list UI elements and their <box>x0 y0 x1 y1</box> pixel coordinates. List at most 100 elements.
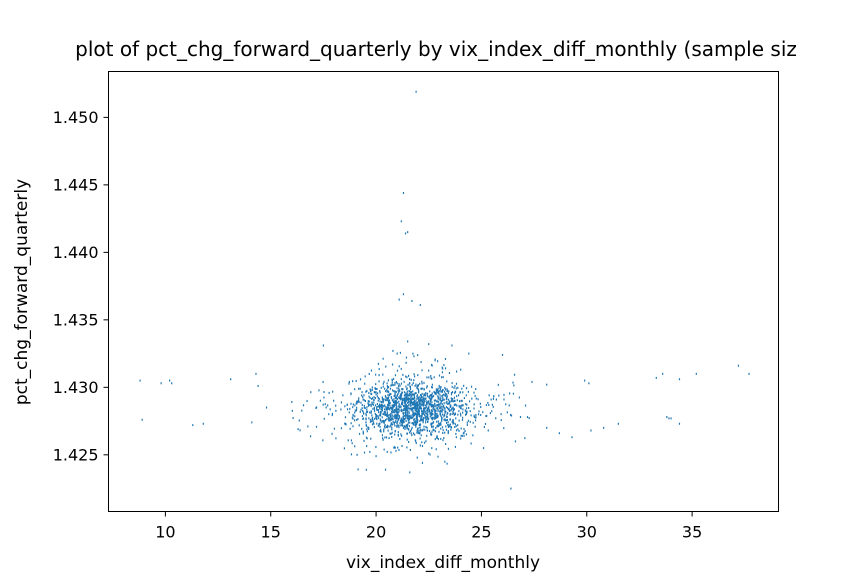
data-point <box>405 403 407 406</box>
data-point <box>421 441 423 444</box>
data-point <box>398 408 400 411</box>
data-point <box>315 425 318 428</box>
data-point <box>385 405 387 408</box>
data-point <box>414 424 417 427</box>
data-point <box>411 383 413 386</box>
data-point <box>418 399 420 402</box>
data-point <box>377 405 379 408</box>
data-point <box>344 416 347 419</box>
data-point <box>546 426 548 429</box>
data-point <box>466 403 468 406</box>
data-point <box>389 393 391 396</box>
data-point <box>431 418 434 421</box>
data-point <box>497 383 499 386</box>
data-point <box>400 409 402 412</box>
data-point <box>344 405 346 408</box>
data-point <box>444 394 446 397</box>
data-point <box>430 396 432 399</box>
data-point <box>462 411 464 414</box>
data-point <box>439 390 441 393</box>
data-point <box>396 382 398 385</box>
data-point <box>447 407 449 410</box>
plot-frame <box>108 71 779 512</box>
data-point <box>403 425 405 428</box>
data-point <box>509 392 511 395</box>
data-point <box>379 406 381 409</box>
data-point <box>302 404 305 407</box>
data-point <box>413 401 415 404</box>
data-point <box>423 394 425 397</box>
data-point <box>436 414 438 417</box>
data-point <box>475 388 477 391</box>
data-point <box>383 428 385 431</box>
data-point <box>340 401 343 404</box>
data-point <box>466 421 468 424</box>
data-point <box>396 369 399 372</box>
data-point <box>411 393 413 396</box>
data-point <box>531 380 533 383</box>
data-point <box>379 405 382 408</box>
data-point <box>406 446 408 449</box>
data-point <box>413 420 415 423</box>
data-point <box>390 423 392 426</box>
data-point <box>426 395 429 398</box>
data-point <box>432 425 434 428</box>
data-point <box>439 413 442 416</box>
data-point <box>323 396 325 399</box>
data-point <box>451 385 453 388</box>
data-point <box>407 400 410 403</box>
data-point <box>399 405 401 408</box>
data-point <box>328 413 330 416</box>
data-point <box>443 418 445 421</box>
data-point <box>470 414 472 417</box>
data-point <box>416 431 418 434</box>
data-point <box>413 412 415 415</box>
data-point <box>413 418 415 421</box>
data-point <box>447 411 449 414</box>
data-point <box>380 386 382 389</box>
data-point <box>393 390 395 393</box>
data-point <box>371 420 373 423</box>
data-point <box>416 397 418 400</box>
data-point <box>451 344 453 347</box>
data-point <box>383 398 385 401</box>
data-point <box>440 395 442 398</box>
data-point <box>460 437 462 440</box>
data-point <box>412 423 414 426</box>
data-point <box>450 409 452 412</box>
data-point <box>513 384 515 387</box>
data-point <box>443 393 445 396</box>
data-point <box>401 424 404 427</box>
data-point <box>407 423 409 426</box>
data-point <box>378 423 380 426</box>
data-point <box>322 439 324 442</box>
data-point <box>251 421 253 424</box>
data-point <box>426 426 428 429</box>
data-point <box>438 384 440 387</box>
data-point <box>461 434 463 437</box>
data-point <box>395 380 398 383</box>
data-point <box>386 450 388 453</box>
data-point <box>385 397 387 400</box>
data-point <box>429 402 431 405</box>
data-point <box>408 389 410 392</box>
data-point <box>427 413 429 416</box>
data-point <box>590 429 592 432</box>
data-point <box>466 423 468 426</box>
data-point <box>668 417 670 420</box>
data-point <box>454 445 457 448</box>
data-point <box>441 426 444 429</box>
data-point <box>428 402 430 405</box>
data-point <box>449 425 451 428</box>
data-point <box>445 398 447 400</box>
x-tick-label: 15 <box>261 523 281 542</box>
data-point <box>445 410 447 413</box>
data-point <box>393 395 395 398</box>
data-point <box>376 402 378 405</box>
data-point <box>406 401 409 404</box>
data-point <box>449 423 451 426</box>
data-point <box>446 395 448 398</box>
data-point <box>396 415 398 418</box>
data-point <box>440 400 442 403</box>
data-point <box>441 419 443 422</box>
